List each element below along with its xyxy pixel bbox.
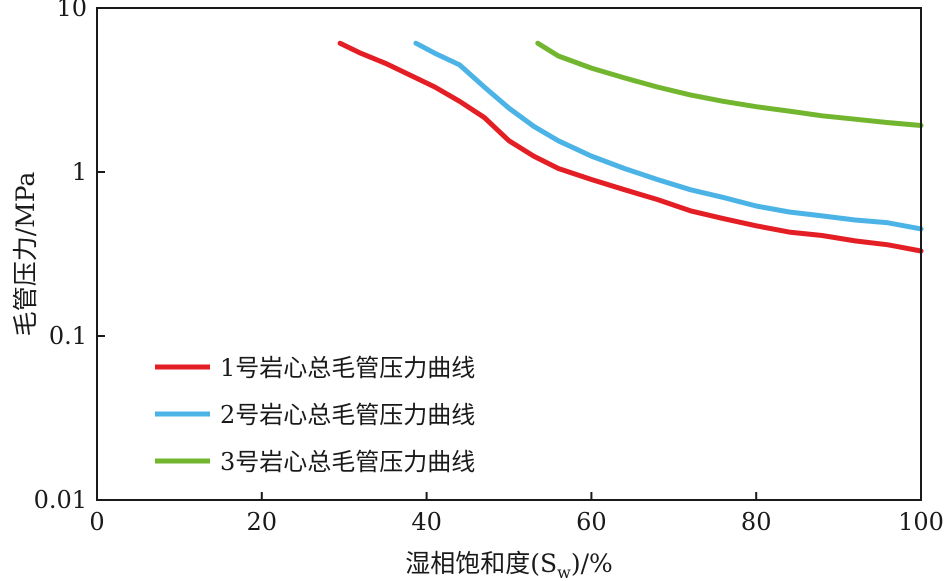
series-line-2 (413, 40, 924, 232)
y-tick-label: 1 (72, 158, 87, 186)
x-tick-label: 20 (247, 508, 278, 536)
y-axis-title: 毛管压力/MPa (11, 172, 40, 337)
x-tick-label: 80 (741, 508, 772, 536)
plot-area-frame (96, 7, 922, 501)
y-tick-labels: 0.01 0.1 1 10 (34, 0, 87, 514)
x-tick-label: 60 (576, 508, 607, 536)
x-tick-label: 100 (898, 508, 944, 536)
series-line-3 (535, 40, 924, 128)
x-tick-label: 40 (411, 508, 442, 536)
x-tick-label: 0 (89, 508, 104, 536)
y-tick-label: 0.1 (49, 322, 87, 350)
x-axis-title: 湿相饱和度(Sw)/% (405, 549, 613, 581)
x-axis-title-subscript: w (557, 563, 571, 581)
legend: 1号岩心总毛管压力曲线 2号岩心总毛管压力曲线 3号岩心总毛管压力曲线 (155, 354, 475, 476)
legend-label-3: 3号岩心总毛管压力曲线 (220, 448, 475, 476)
x-tick-labels: 0 20 40 60 80 100 (89, 508, 944, 536)
y-tick-label: 0.01 (34, 486, 87, 514)
legend-label-1: 1号岩心总毛管压力曲线 (220, 354, 475, 382)
legend-label-2: 2号岩心总毛管压力曲线 (220, 401, 475, 429)
series-line-1 (337, 40, 924, 254)
x-axis-title-tail: )/% (571, 549, 613, 578)
series-lines (337, 40, 924, 254)
y-tick-label: 10 (56, 0, 87, 22)
x-axis-title-main: 湿相饱和度(S (405, 549, 557, 578)
